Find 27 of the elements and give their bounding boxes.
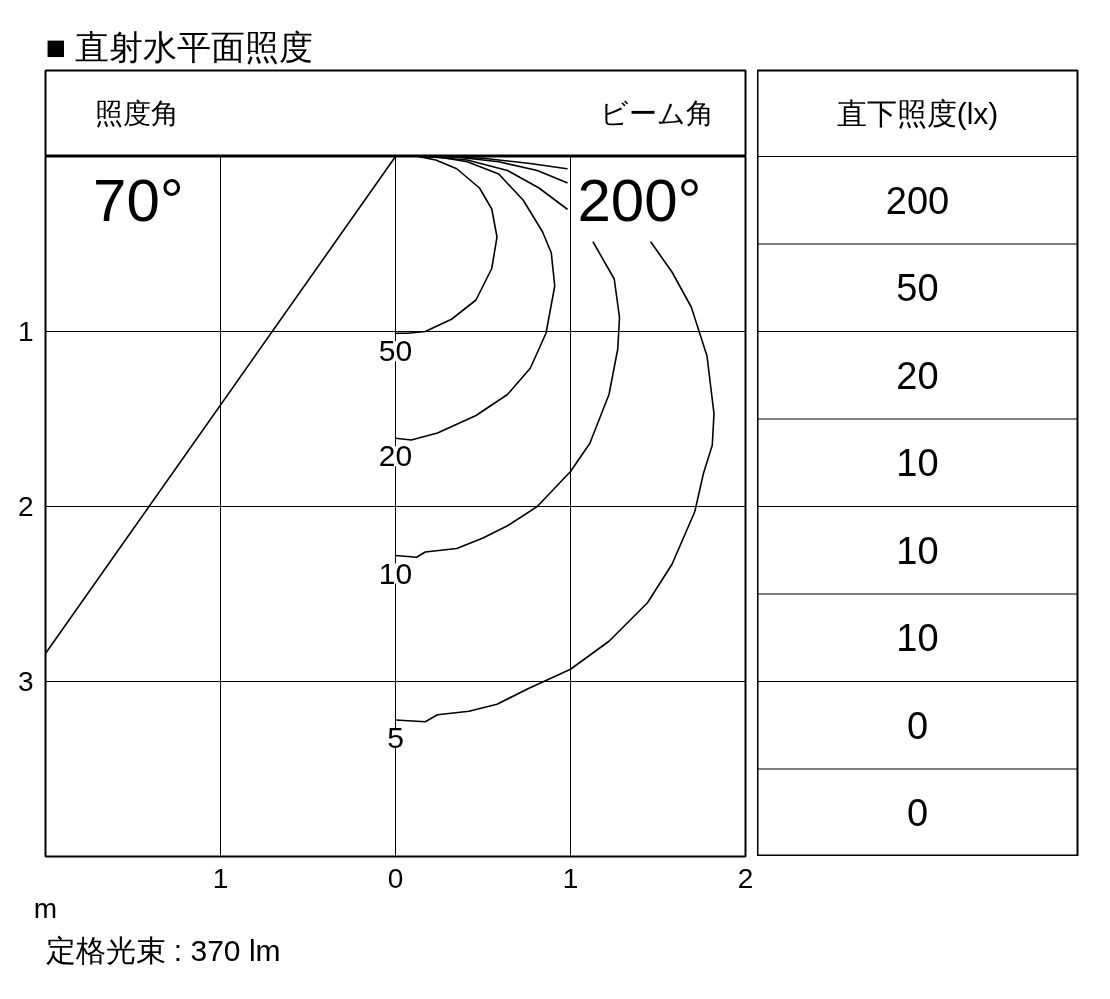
data-label: 0 [906,704,929,747]
text: 定格光束 : 370 lm [45,933,281,967]
data-label: 10 [896,442,939,485]
series-label: 10 [378,556,413,590]
text: 直下照度(lx) [836,97,999,130]
data-label: 20 [896,354,939,397]
text: ビーム角 [600,98,714,129]
x-tick-label: 1 [562,862,579,894]
data-label: 0 [906,792,929,835]
y-tick-label: 2 [17,491,34,522]
data-label: 10 [896,529,939,572]
annotation: 200° [577,167,702,234]
x-tick-label: 1 [212,862,229,894]
series-label: 5 [387,721,404,754]
y-tick-label: 3 [17,666,34,697]
x-axis-title: m [33,892,58,924]
data-label: 50 [896,267,939,310]
x-tick-label: 2 [737,862,754,894]
series-label: 50 [378,334,413,368]
y-tick-label: 1 [17,316,34,347]
annotation: 70° [93,167,184,234]
data-label: 10 [896,617,939,660]
text: 照度角 [94,98,179,129]
series-label: 20 [378,439,413,473]
data-label: 200 [885,179,950,222]
x-tick-label: 0 [387,862,404,894]
chart-title: ■ 直射水平面照度 [45,27,314,66]
